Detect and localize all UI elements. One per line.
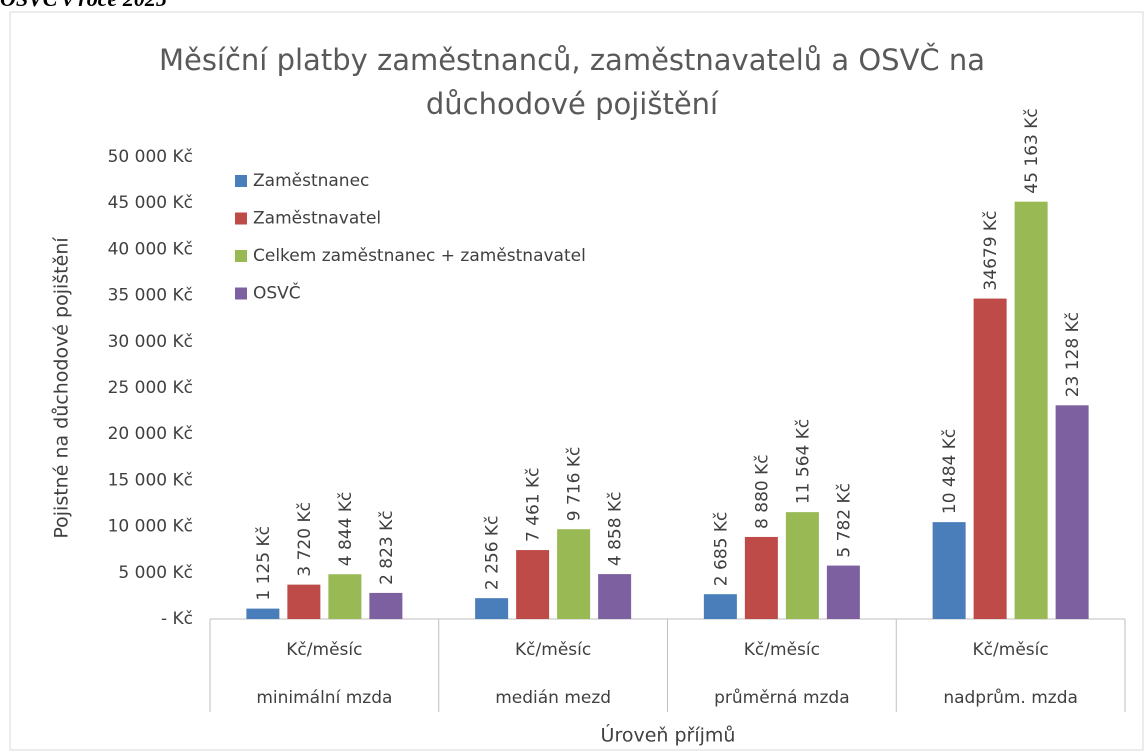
data-label: 2 256 Kč: [483, 516, 503, 591]
data-label: 10 484 Kč: [940, 429, 960, 514]
data-label: 7 461 Kč: [524, 467, 544, 542]
bar: [475, 598, 509, 619]
bar: [246, 608, 280, 619]
data-label: 11 564 Kč: [793, 419, 813, 504]
x-tick-label: medián mezd: [495, 688, 611, 708]
y-tick-label: 45 000 Kč: [108, 193, 193, 213]
bar: [598, 574, 632, 619]
data-label: 4 844 Kč: [336, 492, 356, 567]
legend-label: Zaměstnanec: [253, 171, 369, 191]
bar: [516, 550, 550, 619]
legend-swatch: [235, 250, 247, 262]
x-tick-label: průměrná mzda: [714, 688, 850, 708]
y-tick-label: 20 000 Kč: [108, 424, 193, 444]
bar: [744, 536, 778, 619]
y-tick-label: 40 000 Kč: [108, 239, 193, 259]
y-tick-label: 5 000 Kč: [118, 563, 193, 583]
bar: [557, 529, 591, 619]
chart-frame: [9, 11, 1144, 751]
y-axis-title: Pojistné na důchodové pojištění: [51, 237, 73, 539]
bar: [973, 298, 1007, 619]
data-label: 5 782 Kč: [834, 483, 854, 558]
x-subcategory-label: Kč/měsíc: [973, 640, 1049, 660]
y-tick-label: 30 000 Kč: [108, 332, 193, 352]
y-tick-label: 50 000 Kč: [108, 147, 193, 167]
bar: [785, 512, 819, 619]
legend-label: Celkem zaměstnanec + zaměstnavatel: [253, 246, 586, 266]
x-axis-title: Úroveň příjmů: [601, 723, 736, 747]
data-label: 23 128 Kč: [1063, 312, 1083, 397]
data-label: 2 823 Kč: [377, 510, 397, 585]
x-subcategory-label: Kč/měsíc: [744, 640, 820, 660]
y-tick-label: - Kč: [161, 609, 193, 629]
legend-label: Zaměstnavatel: [253, 209, 381, 229]
data-label: 2 685 Kč: [711, 512, 731, 587]
x-tick-label: minimální mzda: [256, 688, 392, 708]
y-tick-label: 10 000 Kč: [108, 517, 193, 537]
y-tick-label: 15 000 Kč: [108, 470, 193, 490]
data-label: 1 125 Kč: [254, 526, 274, 601]
chart-title: Měsíční platby zaměstnanců, zaměstnavate…: [158, 43, 986, 121]
data-label: 45 163 Kč: [1022, 108, 1042, 193]
legend-label: OSVČ: [253, 282, 301, 304]
x-tick-label: nadprům. mzda: [943, 688, 1078, 708]
y-tick-label: 35 000 Kč: [108, 286, 193, 306]
caption: OSVČ v roce 2025: [0, 0, 167, 12]
bar: [826, 565, 860, 619]
legend-swatch: [235, 287, 247, 300]
legend-swatch: [235, 175, 247, 187]
data-label: 9 716 Kč: [565, 447, 585, 522]
bar: [369, 592, 403, 619]
y-tick-label: 25 000 Kč: [108, 378, 193, 398]
data-label: 3 720 Kč: [295, 502, 315, 577]
bar: [287, 584, 321, 619]
legend-swatch: [235, 212, 247, 225]
bar: [1014, 201, 1048, 619]
data-label: 34679 Kč: [981, 211, 1001, 291]
x-subcategory-label: Kč/měsíc: [286, 640, 362, 660]
bar: [703, 594, 737, 619]
data-label: 8 880 Kč: [752, 454, 772, 529]
bar: [932, 522, 966, 619]
bar: [328, 574, 362, 619]
x-subcategory-label: Kč/měsíc: [515, 640, 591, 660]
bar: [1055, 405, 1089, 619]
data-label: 4 858 Kč: [606, 492, 626, 567]
